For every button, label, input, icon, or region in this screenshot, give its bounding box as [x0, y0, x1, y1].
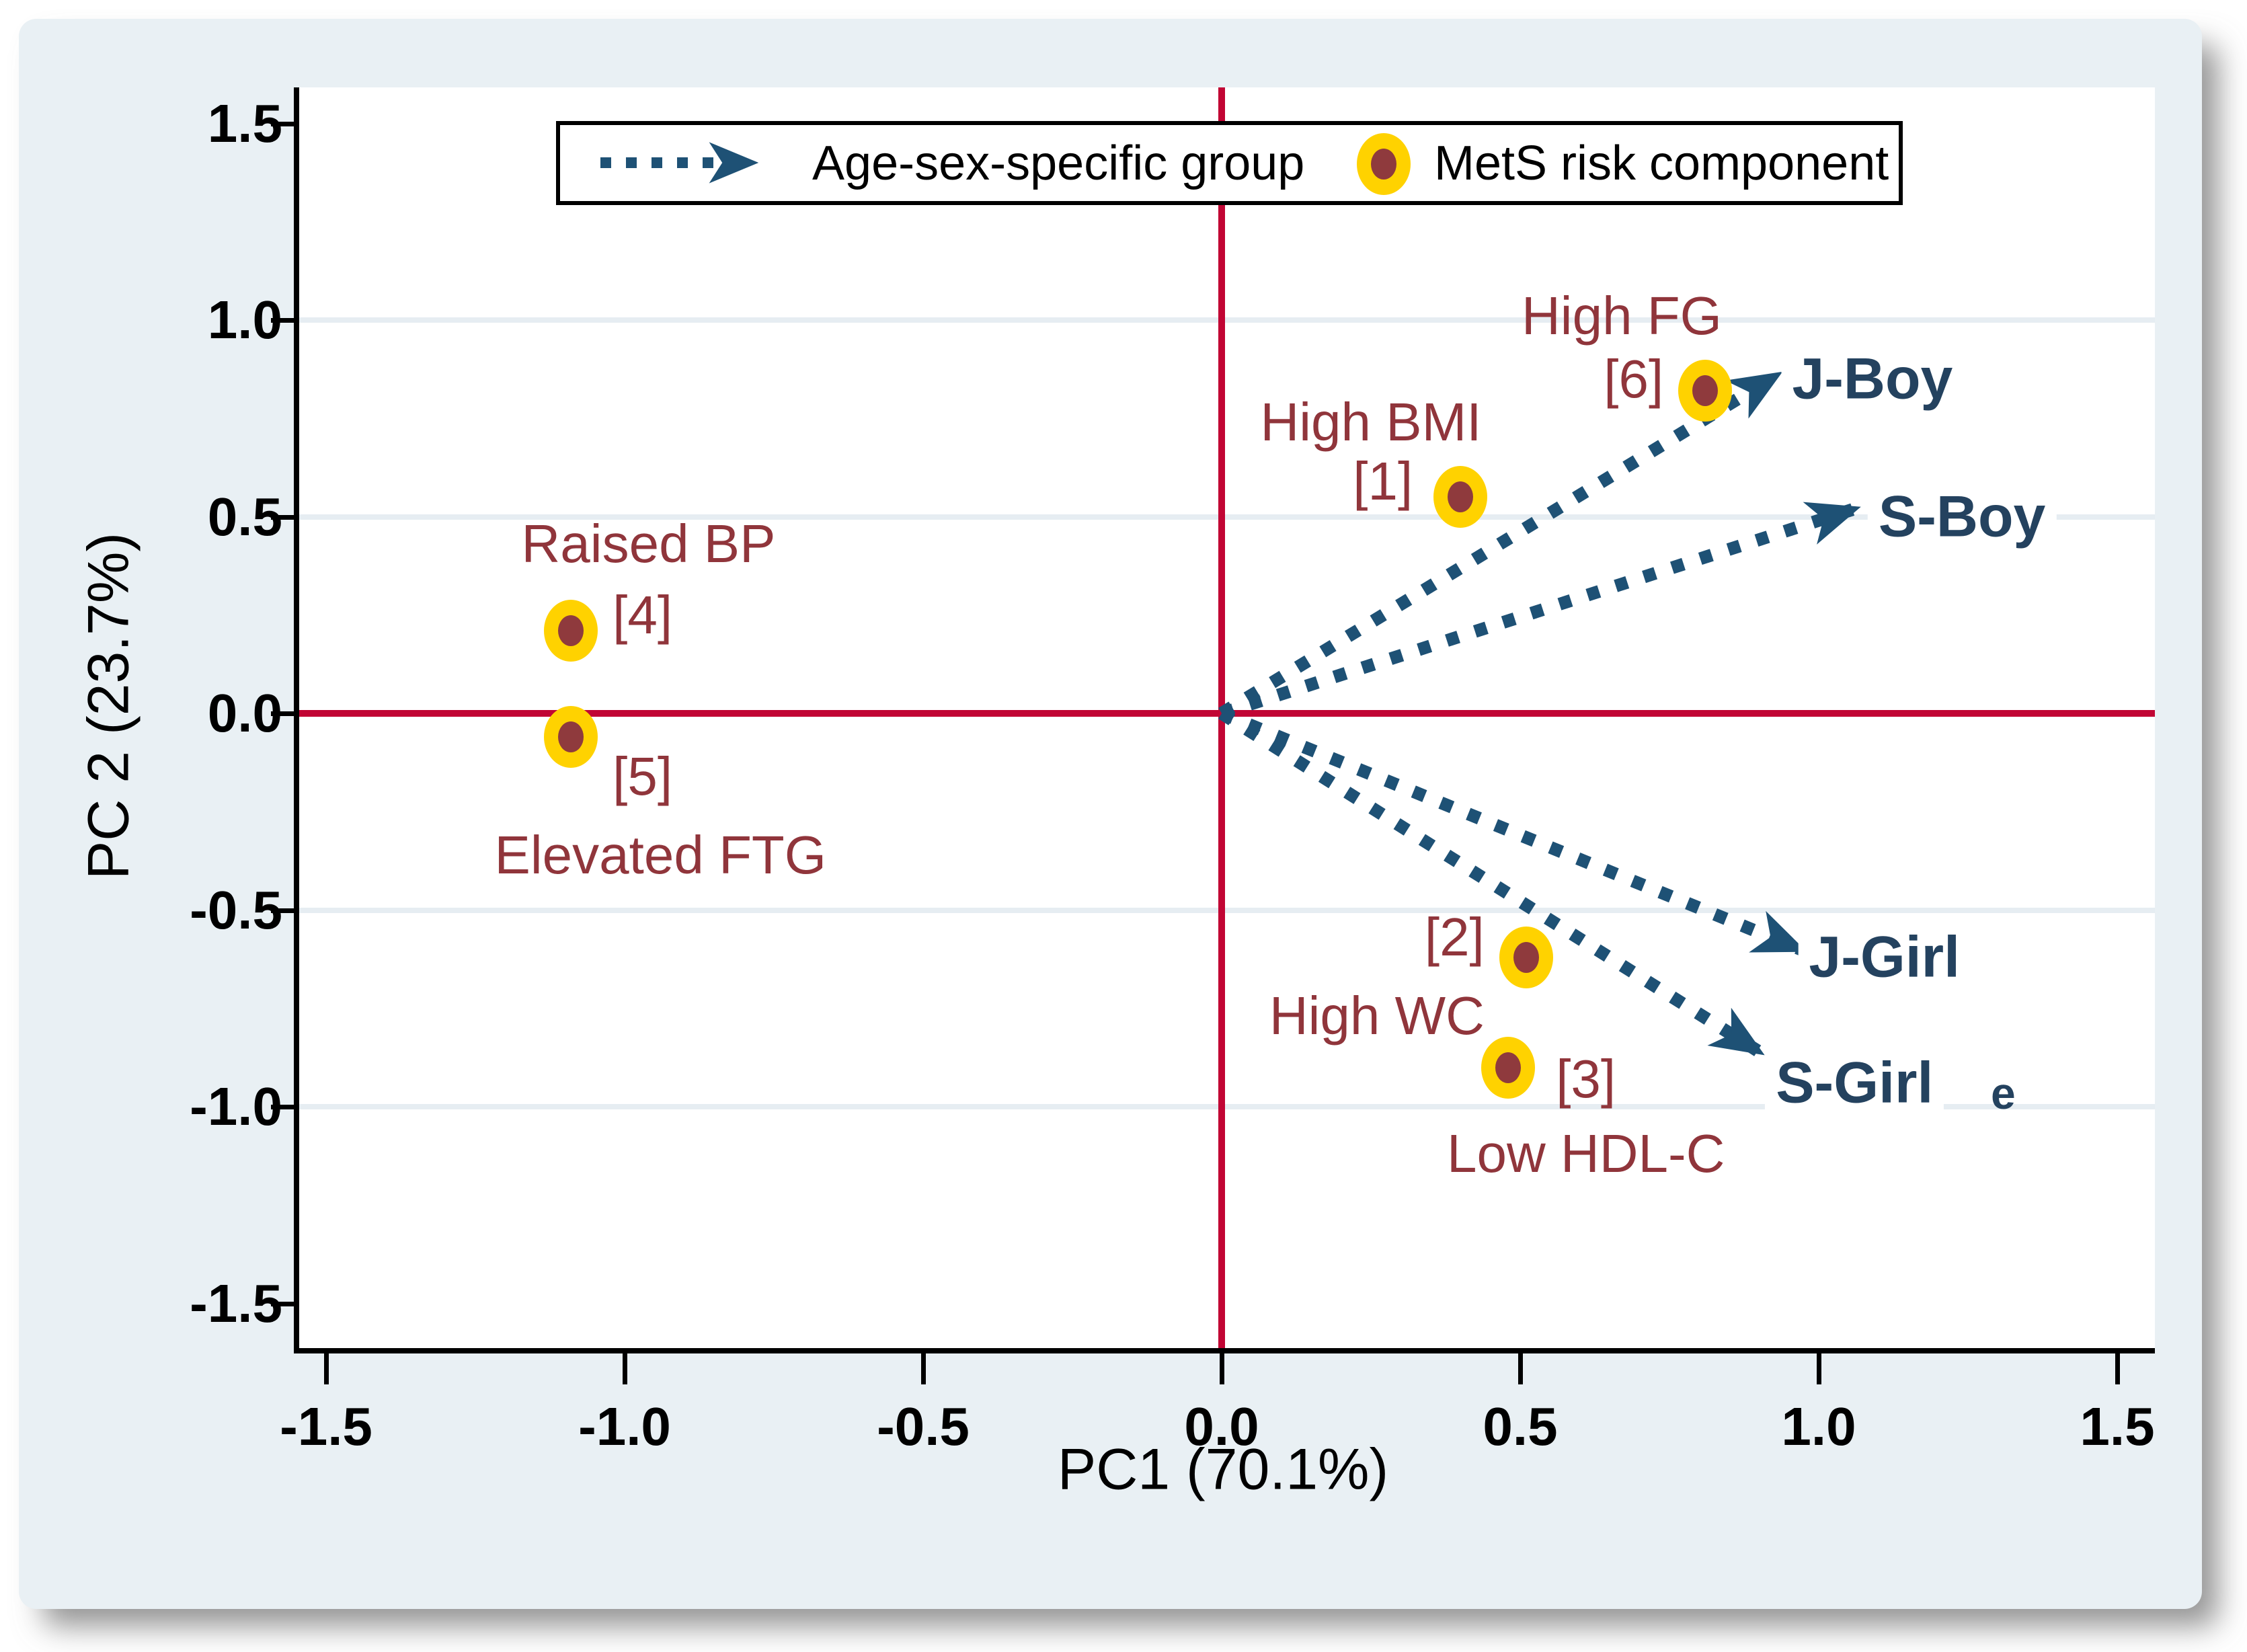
x-tick-mark--0.5	[921, 1353, 926, 1384]
group-label-j-boy: J-Boy	[1781, 343, 1964, 416]
x-tick-label--1.5: -1.5	[280, 1397, 372, 1456]
gridline-y--0.5	[299, 907, 2155, 913]
component-bracket-high-wc: [2]	[1424, 907, 1485, 968]
component-bracket-high-fg: [6]	[1604, 348, 1664, 409]
marker-core-high-bmi	[1448, 481, 1474, 513]
gridline-y-0.5	[299, 514, 2155, 520]
arrow-j-boy	[1218, 369, 1783, 719]
y-tick-label--0.5: -0.5	[190, 879, 282, 940]
y-tick-mark-1.5	[271, 121, 299, 126]
mets-marker-high-bmi	[1433, 466, 1488, 528]
y-tick-mark--1.0	[271, 1105, 299, 1109]
y-tick-label-0.5: 0.5	[207, 486, 282, 547]
y-tick-label-1.5: 1.5	[207, 93, 282, 153]
legend-marker-core	[1371, 149, 1396, 180]
y-tick-mark-0.0	[271, 711, 299, 716]
gridline-y-1	[299, 317, 2155, 323]
mets-marker-raised-bp	[544, 600, 598, 662]
legend-marker-icon	[1357, 133, 1411, 195]
mets-marker-low-hdl-c	[1481, 1036, 1536, 1099]
mets-marker-high-fg	[1678, 360, 1733, 422]
x-tick-mark-0.5	[1518, 1353, 1523, 1384]
arrow-j-girl	[1219, 707, 1807, 955]
x-tick-mark-1.0	[1817, 1353, 1821, 1384]
clipped-glyph-artifact: e	[1991, 1068, 2016, 1112]
group-label-j-girl: J-Girl	[1798, 921, 1971, 994]
component-bracket-high-bmi: [1]	[1353, 450, 1413, 511]
x-tick-label--0.5: -0.5	[877, 1397, 970, 1456]
x-tick-mark-1.5	[2115, 1353, 2120, 1384]
plot-area: High BMI [1] High WC [2] Low HDL-C [3] Raised …	[294, 87, 2155, 1353]
legend-arrow-label: Age-sex-specific group	[812, 136, 1305, 190]
y-tick-label-1.0: 1.0	[207, 290, 282, 350]
legend-marker-label: MetS risk component	[1434, 136, 1889, 190]
y-tick-mark--0.5	[271, 908, 299, 913]
x-tick-mark--1.5	[324, 1353, 329, 1384]
figure-card: PC 2 (23.7%) PC1 (70.1%) High BMI [1] High…	[19, 19, 2202, 1609]
legend-dashed-arrow-icon	[600, 142, 759, 184]
component-bracket-raised-bp: [4]	[613, 584, 673, 645]
y-tick-mark-1.0	[271, 318, 299, 323]
x-tick-label-0.5: 0.5	[1483, 1397, 1558, 1456]
component-label-elevated-ftg: Elevated FTG	[494, 824, 827, 885]
component-bracket-low-hdl-c: [3]	[1556, 1049, 1616, 1109]
marker-core-low-hdl-c	[1495, 1052, 1522, 1083]
x-tick-label--1.0: -1.0	[578, 1397, 671, 1456]
x-tick-mark-0.0	[1220, 1353, 1224, 1384]
y-tick-mark--1.5	[271, 1301, 299, 1306]
x-axis-title: PC1 (70.1%)	[1057, 1437, 1389, 1502]
group-arrows-layer	[1218, 369, 1861, 1058]
y-tick-mark-0.5	[271, 514, 299, 520]
mets-marker-elevated-ftg	[544, 706, 598, 769]
x-tick-label-1.5: 1.5	[2080, 1397, 2155, 1456]
x-tick-mark--1.0	[623, 1353, 627, 1384]
component-label-low-hdl-c: Low HDL-C	[1446, 1124, 1725, 1184]
marker-core-elevated-ftg	[558, 721, 584, 753]
component-label-raised-bp: Raised BP	[521, 514, 776, 574]
y-tick-label-0.0: 0.0	[207, 683, 282, 743]
legend-box: Age-sex-specific group MetS risk compone…	[556, 121, 1903, 205]
arrow-s-boy	[1220, 502, 1861, 720]
marker-core-raised-bp	[558, 615, 584, 647]
component-label-high-wc: High WC	[1269, 986, 1485, 1046]
component-bracket-elevated-ftg: [5]	[613, 746, 673, 806]
group-label-s-girl: S-Girl	[1765, 1047, 1944, 1119]
gridline-y--1	[299, 1104, 2155, 1109]
group-label-s-boy: S-Boy	[1867, 481, 2057, 553]
component-label-high-fg: High FG	[1522, 286, 1722, 346]
marker-core-high-fg	[1692, 375, 1719, 407]
y-tick-label--1.5: -1.5	[190, 1273, 282, 1333]
x-tick-label-0.0: 0.0	[1184, 1397, 1259, 1456]
y-tick-label--1.0: -1.0	[190, 1076, 282, 1136]
x-tick-label-1.0: 1.0	[1781, 1397, 1856, 1456]
mets-marker-high-wc	[1499, 926, 1553, 988]
marker-core-high-wc	[1513, 941, 1539, 973]
component-label-high-bmi: High BMI	[1260, 392, 1482, 453]
